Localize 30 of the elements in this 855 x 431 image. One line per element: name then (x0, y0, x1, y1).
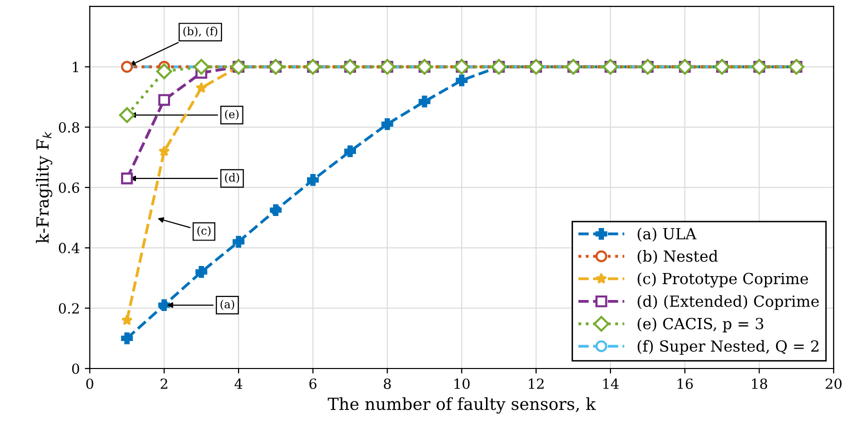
x-tick-label: 20 (826, 378, 842, 389)
x-axis-title: The number of faulty sensors, k (328, 397, 596, 414)
x-tick-label: 0 (86, 378, 94, 389)
legend-label: (c) Prototype Coprime (638, 272, 808, 288)
y-tick-label: 1 (72, 62, 78, 72)
x-tick-label: 18 (752, 378, 768, 389)
annotation: (b), (f) (183, 26, 218, 37)
legend-label: (f) Super Nested, Q = 2 (638, 340, 818, 355)
legend-label: (d) (Extended) Coprime (638, 295, 819, 310)
annotation: (a) (220, 300, 234, 310)
legend-label: (b) Nested (638, 250, 718, 264)
y-tick-label: 0 (72, 363, 80, 374)
y-tick-label: 0.2 (58, 303, 79, 314)
annotation: (d) (225, 173, 240, 184)
y-axis-title: k-Fragility F$_{k}$ (36, 132, 52, 244)
legend-label: (a) ULA (638, 228, 697, 242)
x-tick-label: 16 (678, 378, 693, 389)
x-tick-label: 8 (384, 378, 391, 389)
x-tick-label: 14 (603, 378, 619, 389)
y-tick-label: 0.4 (58, 242, 80, 254)
x-tick-label: 10 (454, 378, 470, 389)
annotation: (e) (225, 110, 239, 120)
x-tick-label: 4 (234, 378, 242, 389)
x-tick-label: 2 (160, 378, 168, 389)
x-tick-label: 12 (528, 378, 544, 389)
annotation: (c) (197, 226, 211, 236)
legend-label: (e) CACIS, p = 3 (638, 318, 764, 332)
y-tick-label: 0.6 (58, 182, 80, 193)
x-tick-label: 6 (309, 378, 316, 389)
y-tick-label: 0.8 (58, 122, 80, 133)
